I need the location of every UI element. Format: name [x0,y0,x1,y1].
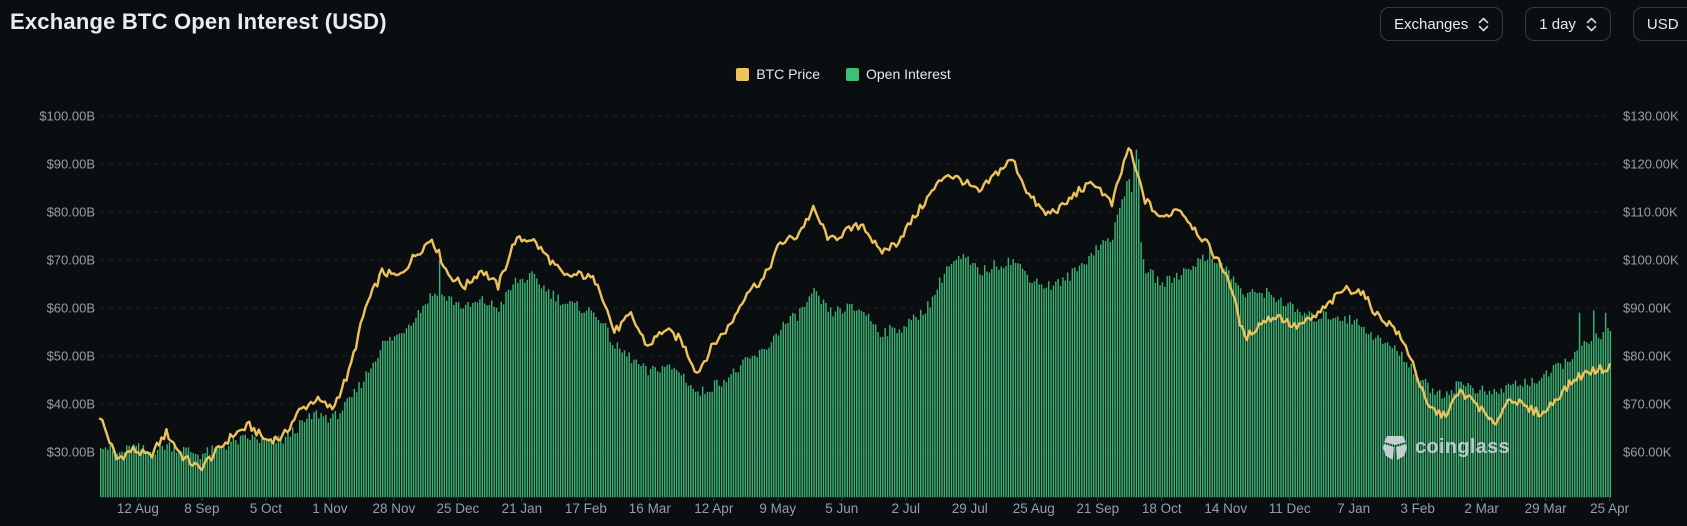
exchanges-select[interactable]: Exchanges [1380,7,1504,41]
legend-label-open-interest: Open Interest [865,66,951,82]
svg-text:3 Feb: 3 Feb [1400,501,1435,516]
svg-text:21 Jan: 21 Jan [502,501,543,516]
svg-text:14 Nov: 14 Nov [1204,501,1247,516]
legend-item-open-interest[interactable]: Open Interest [845,66,951,82]
svg-text:$80.00B: $80.00B [47,205,95,220]
svg-text:$90.00B: $90.00B [47,157,95,172]
svg-text:$30.00B: $30.00B [47,445,95,460]
svg-text:25 Aug: 25 Aug [1013,501,1055,516]
updown-chevron-icon [1478,17,1489,31]
interval-select[interactable]: 1 day [1525,7,1611,41]
svg-text:29 Mar: 29 Mar [1525,501,1568,516]
interval-select-label: 1 day [1539,15,1576,33]
legend: BTC Price Open Interest [0,66,1687,82]
svg-text:25 Apr: 25 Apr [1590,501,1630,516]
svg-text:$120.00K: $120.00K [1623,157,1679,172]
axis-left-labels: $100.00B $90.00B $80.00B $70.00B $60.00B $50.… [39,109,95,460]
svg-text:28 Nov: 28 Nov [372,501,415,516]
svg-text:11 Dec: 11 Dec [1269,501,1311,516]
svg-text:1 Nov: 1 Nov [312,501,348,516]
svg-text:12 Aug: 12 Aug [117,501,159,516]
svg-text:$130.00K: $130.00K [1623,109,1679,124]
svg-text:$70.00K: $70.00K [1623,397,1672,412]
btc-price-line [98,147,1611,472]
svg-text:$110.00K: $110.00K [1623,205,1678,220]
open-interest-bars [100,149,1612,498]
legend-label-btc-price: BTC Price [756,66,820,82]
svg-text:9 May: 9 May [759,501,796,516]
svg-text:$100.00K: $100.00K [1623,253,1679,268]
svg-text:12 Apr: 12 Apr [694,501,734,516]
svg-text:$40.00B: $40.00B [47,397,95,412]
svg-text:$100.00B: $100.00B [39,109,95,124]
page-title: Exchange BTC Open Interest (USD) [10,9,387,34]
btc-price-swatch-icon [736,67,750,81]
svg-text:2 Mar: 2 Mar [1464,501,1499,516]
svg-text:17 Feb: 17 Feb [565,501,607,516]
updown-chevron-icon [1586,17,1597,31]
legend-item-btc-price[interactable]: BTC Price [736,66,820,82]
open-interest-swatch-icon [845,67,859,81]
currency-select[interactable]: USD [1632,7,1687,41]
exchanges-select-label: Exchanges [1394,15,1469,33]
svg-text:21 Sep: 21 Sep [1076,501,1119,516]
svg-text:7 Jan: 7 Jan [1337,501,1370,516]
svg-text:$90.00K: $90.00K [1623,301,1672,316]
chart-controls: Exchanges 1 day USD [1380,7,1687,41]
svg-text:8 Sep: 8 Sep [184,501,219,516]
svg-text:$50.00B: $50.00B [47,349,95,364]
svg-text:2 Jul: 2 Jul [892,501,921,516]
svg-text:5 Oct: 5 Oct [250,501,283,516]
svg-text:5 Jun: 5 Jun [825,501,858,516]
currency-select-label: USD [1646,15,1679,33]
svg-text:$70.00B: $70.00B [47,253,95,268]
svg-text:16 Mar: 16 Mar [629,501,672,516]
x-axis-labels: 12 Aug 8 Sep 5 Oct 1 Nov 28 Nov 25 Dec 21 Jan 1… [117,497,1630,516]
svg-text:$80.00K: $80.00K [1623,349,1672,364]
svg-text:$60.00K: $60.00K [1623,445,1672,460]
axis-right-labels: $130.00K $120.00K $110.00K $100.00K $90.00K $… [1623,109,1679,460]
svg-text:29 Jul: 29 Jul [952,501,988,516]
svg-text:25 Dec: 25 Dec [436,501,479,516]
svg-text:18 Oct: 18 Oct [1142,501,1182,516]
svg-text:$60.00B: $60.00B [47,301,95,316]
